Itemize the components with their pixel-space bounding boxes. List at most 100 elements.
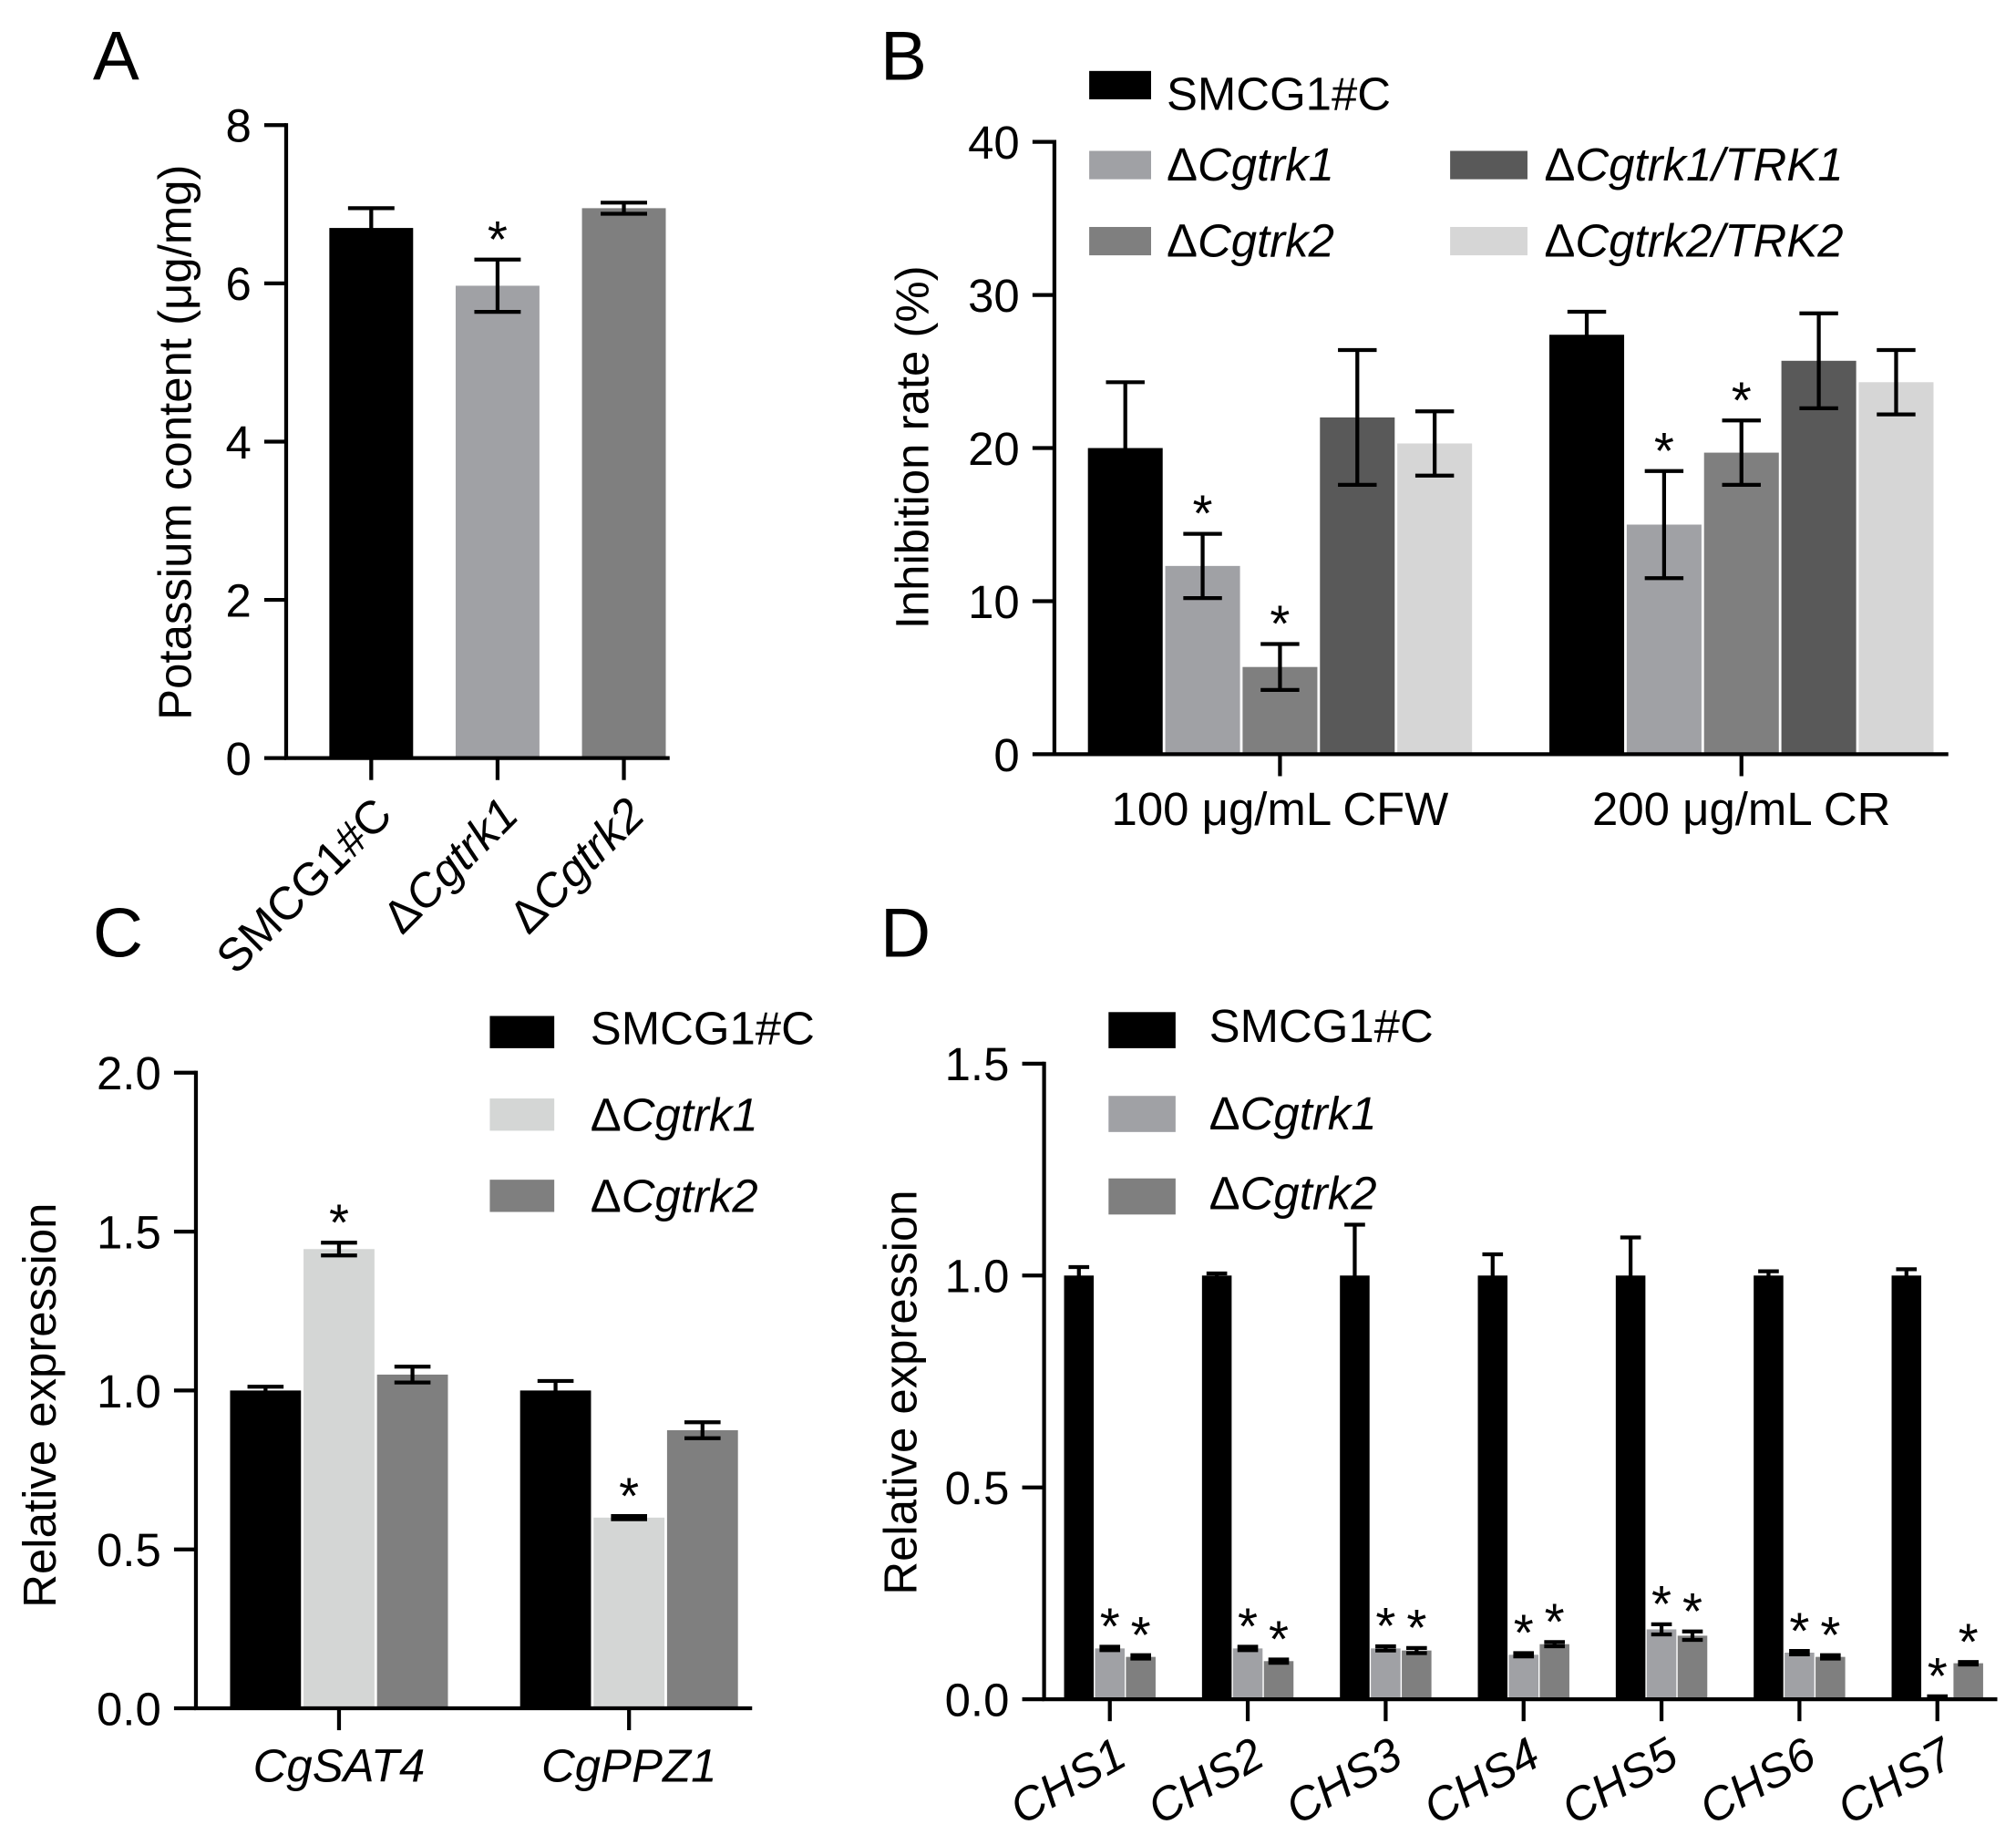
panel-a-label: A: [93, 18, 139, 96]
panel-b-legend: SMCG1#CΔCgtrk1ΔCgtrk2ΔCgtrk1/TRK1ΔCgtrk2…: [1089, 67, 1844, 267]
panel-c-legend-label-delta-cgtrk1-strain: Cgtrk1: [622, 1088, 758, 1140]
panel-d-error-bar-delta-cgtrk1-chs1: [1099, 1644, 1121, 1653]
panel-d-bar-delta-cgtrk2-chs1: [1126, 1656, 1156, 1700]
panel-b-legend-label-delta-cgtrk2: ΔCgtrk2: [1167, 215, 1334, 267]
panel-b-label: B: [880, 18, 927, 96]
panel-c-legend: SMCG1#C ΔCgtrk1 ΔCgtrk2: [489, 1003, 815, 1222]
panel-b-significance-marker: *: [1193, 485, 1213, 542]
panel-c-y-axis-label: Relative expression: [14, 1203, 66, 1608]
panel-d-error-bar-smcg1-c-chs7: [1896, 1267, 1918, 1284]
panel-d-significance-marker: *: [1682, 1582, 1702, 1640]
panel-d-legend-swatch-smcg1-c: [1108, 1012, 1176, 1048]
panel-d-error-bars: [1068, 1222, 1979, 1700]
panel-d-error-bar-delta-cgtrk1-chs5: [1651, 1622, 1672, 1637]
panel-d-legend-label-delta-cgtrk1-delta: Δ: [1209, 1087, 1240, 1139]
panel-c-y-tick-label: 0.5: [97, 1524, 161, 1576]
panel-c-legend-label-delta-cgtrk1: ΔCgtrk1: [591, 1088, 758, 1140]
panel-d-error-bar-delta-cgtrk2-chs1: [1130, 1653, 1151, 1661]
panel-b-legend-label-delta-cgtrk1-strain: Cgtrk1: [1198, 139, 1334, 191]
panel-a-bar-delta-cgtrk2-delta-cgtrk2: [581, 208, 666, 758]
panel-b-y-axis-label: Inhibition rate (%): [886, 265, 938, 629]
panel-a-error-bar-delta-cgtrk1-delta-cgtrk1: [474, 257, 521, 314]
panel-d-label: D: [880, 894, 931, 972]
panel-b-error-bar-smcg1-c-100-g-ml-cfw: [1106, 380, 1145, 516]
panel-b-error-bar-delta-cgtrk2-trk2-100-g-ml-cfw: [1414, 409, 1455, 478]
panel-c-y-tick-label: 1.5: [97, 1206, 161, 1258]
panel-c-label: C: [93, 894, 143, 972]
panel-d-bar-delta-cgtrk2-chs3: [1402, 1650, 1432, 1700]
panel-d-significance-marker: *: [1651, 1575, 1671, 1633]
panel-d-error-bar-delta-cgtrk2-chs4: [1544, 1640, 1565, 1649]
panel-b-significance-marker: *: [1654, 422, 1674, 479]
panel-d-error-bar-smcg1-c-chs2: [1206, 1271, 1228, 1280]
panel-c-significance-marker: *: [619, 1467, 639, 1524]
panel-d-bar-delta-cgtrk1-chs5: [1646, 1629, 1677, 1700]
panel-d-bar-delta-cgtrk1-chs2: [1232, 1648, 1263, 1700]
panel-d-error-bar-smcg1-c-chs1: [1068, 1264, 1090, 1286]
panel-a-bar-smcg1-c-smcg1-c: [329, 228, 414, 758]
panel-d-bar-delta-cgtrk1-chs6: [1785, 1652, 1815, 1700]
panel-d-error-bar-delta-cgtrk1-chs2: [1237, 1644, 1259, 1653]
panel-d-significance-marker: *: [1959, 1613, 1979, 1670]
panel-c-error-bar-smcg1-c-cgsat4: [247, 1385, 284, 1397]
panel-d-legend-label-delta-cgtrk2-strain: Cgtrk2: [1240, 1168, 1377, 1220]
panel-d-error-bar-delta-cgtrk2-chs6: [1820, 1653, 1841, 1661]
panel-d-error-bar-delta-cgtrk2-chs3: [1406, 1645, 1427, 1655]
panel-c-legend-swatch-delta-cgtrk2: [489, 1180, 555, 1212]
panel-c-y-tick-label: 2.0: [97, 1047, 161, 1099]
panel-b-bar-delta-cgtrk2-trk2-100-g-ml-cfw: [1397, 443, 1473, 755]
panel-d-error-bar-delta-cgtrk2-chs5: [1682, 1629, 1703, 1643]
panel-b-bar-smcg1-c-200-g-ml-cr: [1549, 335, 1625, 755]
panel-b-error-bar-delta-cgtrk2-100-g-ml-cfw: [1260, 642, 1300, 693]
panel-b-error-bar-smcg1-c-200-g-ml-cr: [1567, 309, 1607, 360]
panel-a-y-tick-label: 0: [225, 733, 251, 785]
panel-c-significance-marker: *: [329, 1193, 349, 1251]
panel-d-bar-smcg1-c-chs6: [1754, 1275, 1784, 1700]
panel-b-error-bar-delta-cgtrk1-200-g-ml-cr: [1644, 469, 1684, 581]
panel-d-bar-delta-cgtrk2-chs5: [1677, 1635, 1708, 1700]
panel-a-error-bar-smcg1-c-smcg1-c: [347, 206, 395, 250]
panel-d-legend-label-delta-cgtrk2-delta: Δ: [1209, 1168, 1240, 1220]
panel-b-legend-label-delta-cgtrk2-delta: Δ: [1167, 215, 1198, 267]
panel-d-significance-marker: *: [1100, 1598, 1120, 1655]
panel-d-bar-delta-cgtrk2-chs2: [1263, 1661, 1294, 1700]
panel-c-legend-label-delta-cgtrk2-strain: Cgtrk2: [622, 1170, 758, 1222]
panel-d-significance-marker: *: [1545, 1593, 1565, 1651]
panel-d-error-bar-smcg1-c-chs5: [1620, 1235, 1641, 1316]
panel-d-legend-label-smcg1-c: SMCG1#C: [1209, 1000, 1434, 1052]
panel-d-significance-marker: *: [1269, 1611, 1289, 1668]
panel-d-legend-label-delta-cgtrk2: ΔCgtrk2: [1209, 1168, 1377, 1220]
panel-b-legend-swatch-delta-cgtrk1: [1089, 150, 1151, 180]
panel-d-legend-label-delta-cgtrk1-strain: Cgtrk1: [1240, 1087, 1377, 1139]
panel-d-bars: [1064, 1275, 1983, 1700]
panel-a-y-tick-label: 4: [225, 417, 251, 469]
panel-b-legend-label-delta-cgtrk2-trk2: ΔCgtrk2/TRK2: [1544, 215, 1843, 267]
panel-d-error-bar-delta-cgtrk1-chs3: [1375, 1644, 1396, 1653]
panel-c-legend-label-smcg1-c: SMCG1#C: [591, 1003, 815, 1055]
panel-d-bar-smcg1-c-chs7: [1891, 1275, 1922, 1700]
panel-b-legend-swatch-delta-cgtrk2: [1089, 226, 1151, 256]
panel-d-bar-delta-cgtrk1-chs3: [1371, 1648, 1401, 1700]
panel-b-y-tick-label: 20: [968, 423, 1020, 475]
panel-b-legend-swatch-delta-cgtrk2-trk2: [1450, 226, 1527, 256]
panel-a-bar-delta-cgtrk1-delta-cgtrk1: [455, 285, 540, 758]
panel-d-bar-smcg1-c-chs1: [1064, 1275, 1095, 1700]
panel-c-legend-label-delta-cgtrk2-delta: Δ: [591, 1170, 622, 1222]
panel-b-bar-delta-cgtrk1-trk1-200-g-ml-cr: [1781, 360, 1857, 755]
panel-b-significance-marker: *: [1732, 371, 1752, 428]
panel-d-significance-marker: *: [1820, 1606, 1840, 1664]
panel-b-legend-swatch-smcg1-c: [1089, 70, 1151, 99]
panel-a-y-axis-label: Potassium content (μg/mg): [149, 164, 201, 719]
panel-d-legend-swatch-delta-cgtrk2: [1108, 1178, 1176, 1215]
panel-d-y-tick-label: 0.5: [945, 1462, 1010, 1514]
panel-b-y-tick-label: 0: [993, 729, 1019, 781]
panel-d-legend-label-delta-cgtrk1: ΔCgtrk1: [1209, 1087, 1377, 1139]
panel-c-bar-delta-cgtrk2-cgppz1: [666, 1429, 738, 1709]
panel-d-significance-marker: *: [1375, 1597, 1395, 1654]
panel-c-error-bar-delta-cgtrk1-cgsat4: [321, 1241, 357, 1258]
panel-c-bar-smcg1-c-cgppz1: [519, 1390, 591, 1709]
panel-d-bar-delta-cgtrk1-chs4: [1508, 1654, 1538, 1700]
panel-c-error-bar-delta-cgtrk2-cgsat4: [394, 1365, 431, 1385]
panel-d-bar-delta-cgtrk2-chs7: [1953, 1663, 1983, 1700]
